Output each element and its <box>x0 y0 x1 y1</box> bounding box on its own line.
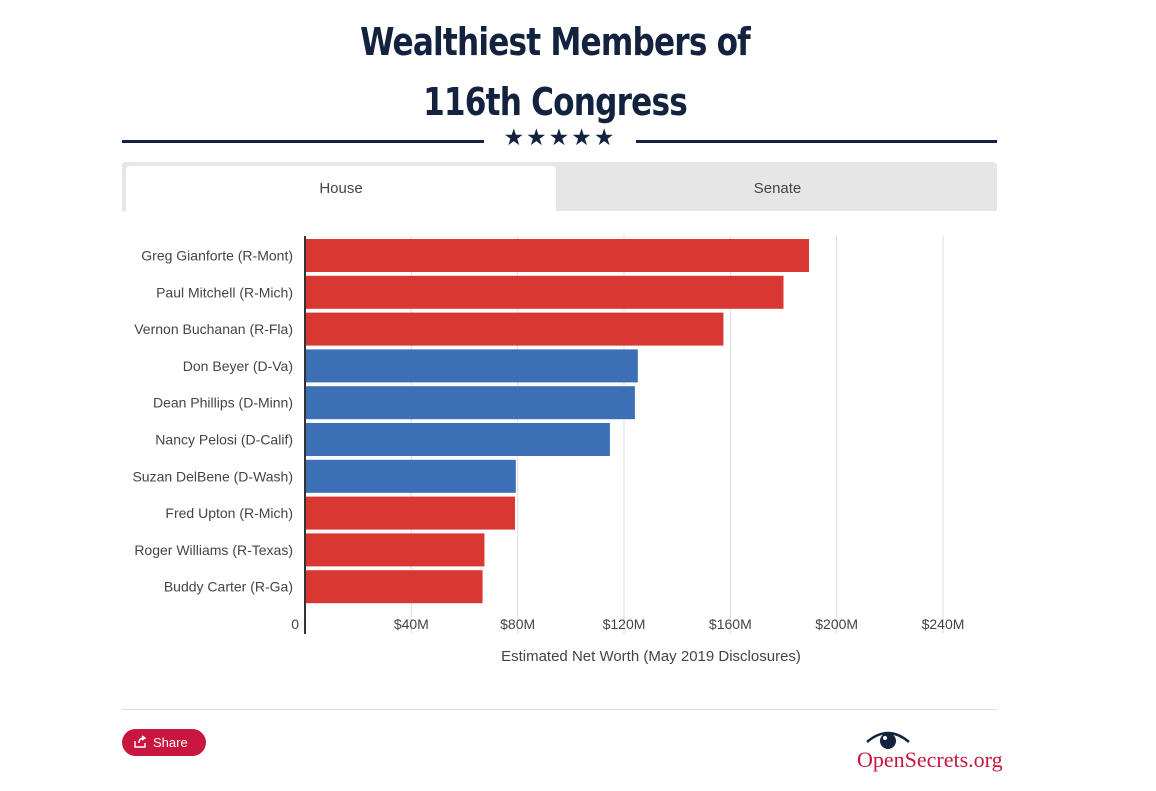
logo-text: OpenSecrets.org <box>857 747 1003 772</box>
bar[interactable] <box>306 275 784 309</box>
category-label: Nancy Pelosi (D-Calif) <box>155 432 293 448</box>
share-label: Share <box>153 735 188 750</box>
bar[interactable] <box>306 239 810 272</box>
x-tick-label: $240M <box>922 616 965 632</box>
chart-title-line-2: 116th Congress <box>423 80 688 124</box>
bar[interactable] <box>306 423 610 456</box>
x-tick-label: $120M <box>603 616 646 632</box>
category-label: Suzan DelBene (D-Wash) <box>132 468 293 484</box>
category-label: Paul Mitchell (R-Mich) <box>156 284 293 300</box>
x-tick-label: $160M <box>709 616 752 632</box>
x-tick-label: $80M <box>500 616 535 632</box>
chart-bars <box>306 239 810 604</box>
eye-icon <box>866 731 910 749</box>
category-label: Roger Williams (R-Texas) <box>134 542 293 558</box>
category-label: Don Beyer (D-Va) <box>183 358 293 374</box>
tab-house[interactable]: House <box>126 166 556 211</box>
category-label: Dean Phillips (D-Minn) <box>153 395 293 411</box>
bar[interactable] <box>306 496 516 530</box>
category-label: Buddy Carter (R-Ga) <box>164 579 293 595</box>
chart-title-line-1: Wealthiest Members of <box>360 20 751 64</box>
footer-divider <box>122 709 997 710</box>
category-labels: Greg Gianforte (R-Mont) Paul Mitchell (R-… <box>132 248 293 595</box>
category-label: Greg Gianforte (R-Mont) <box>141 248 293 264</box>
bar[interactable] <box>306 386 635 420</box>
bar[interactable] <box>306 533 485 567</box>
title-divider-right <box>636 140 997 143</box>
bar[interactable] <box>306 349 638 383</box>
bar[interactable] <box>306 459 516 493</box>
x-tick-label: $200M <box>815 616 858 632</box>
bar[interactable] <box>306 312 724 346</box>
bar[interactable] <box>306 570 483 604</box>
bar-chart: Greg Gianforte (R-Mont) Paul Mitchell (R-… <box>132 236 964 665</box>
tab-senate[interactable]: Senate <box>753 180 802 197</box>
chamber-tabs: House Senate <box>122 162 997 211</box>
x-axis-label: Estimated Net Worth (May 2019 Disclosure… <box>501 648 801 665</box>
x-tick-label: $40M <box>394 616 429 632</box>
category-label: Fred Upton (R-Mich) <box>165 505 293 521</box>
category-label: Vernon Buchanan (R-Fla) <box>134 321 293 337</box>
stars-ornament: ★★★★★ <box>503 125 617 151</box>
opensecrets-logo[interactable]: OpenSecrets.org <box>855 728 1003 776</box>
title-divider-left <box>122 140 484 143</box>
chart-title: Wealthiest Members of 116th Congress <box>100 12 1010 132</box>
share-icon <box>134 735 147 748</box>
x-tick-label: 0 <box>291 616 299 632</box>
share-button[interactable]: Share <box>122 729 206 756</box>
x-tick-labels: 0 $40M $80M $120M $160M $200M $240M <box>291 616 964 632</box>
